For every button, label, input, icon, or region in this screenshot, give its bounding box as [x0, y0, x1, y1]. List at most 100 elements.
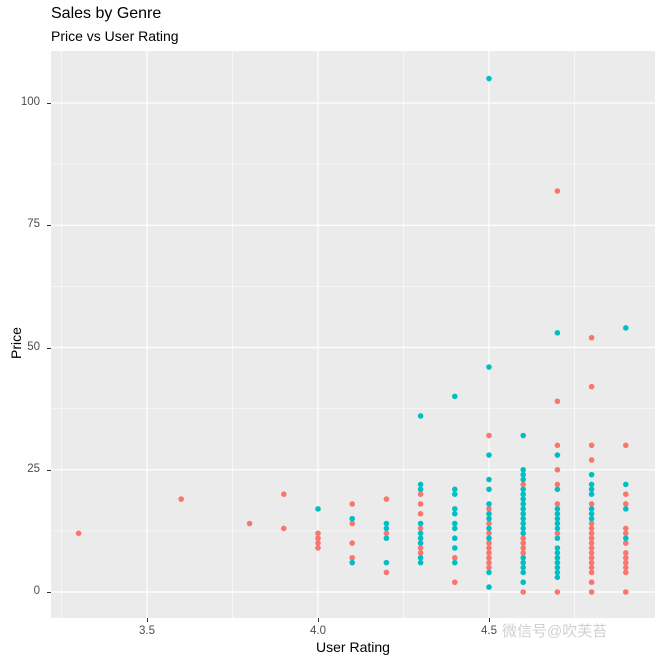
- data-point: [520, 496, 526, 502]
- data-point: [588, 589, 595, 595]
- data-point: [383, 535, 390, 542]
- data-point: [486, 564, 492, 571]
- data-point: [520, 510, 526, 517]
- data-point: [623, 481, 629, 488]
- data-point: [486, 540, 492, 546]
- data-point: [520, 530, 526, 537]
- data-point: [588, 442, 595, 449]
- data-point: [75, 530, 82, 537]
- data-point: [486, 432, 492, 439]
- data-point: [486, 510, 492, 517]
- y-tick-label: 25: [27, 462, 40, 475]
- data-point: [588, 510, 595, 517]
- data-point: [486, 501, 492, 507]
- data-point: [452, 535, 458, 542]
- data-point: [520, 481, 526, 488]
- data-point: [520, 525, 526, 532]
- data-point: [588, 491, 595, 498]
- y-tick-label: 0: [33, 585, 40, 597]
- data-point: [486, 75, 492, 82]
- data-point: [554, 486, 561, 493]
- data-point: [520, 569, 526, 576]
- data-point: [554, 574, 561, 581]
- data-point: [315, 506, 321, 512]
- data-point: [349, 515, 356, 522]
- data-point: [417, 550, 424, 556]
- data-point: [520, 535, 526, 542]
- y-tick-mark: [47, 592, 51, 593]
- data-point: [417, 520, 424, 527]
- data-point: [623, 589, 629, 595]
- data-point: [417, 525, 424, 532]
- data-point: [349, 559, 356, 566]
- data-point: [520, 540, 526, 546]
- data-point: [554, 520, 561, 527]
- x-tick-label: 3.5: [139, 625, 155, 637]
- y-axis-label: Price: [8, 327, 24, 359]
- data-point: [452, 520, 458, 527]
- data-point: [554, 510, 561, 517]
- data-point: [588, 520, 595, 527]
- data-point: [588, 506, 595, 512]
- data-point: [417, 559, 424, 566]
- data-points: [75, 75, 629, 595]
- data-point: [554, 452, 561, 458]
- data-point: [315, 540, 321, 546]
- data-point: [554, 564, 561, 571]
- data-point: [281, 525, 287, 532]
- data-point: [417, 413, 424, 419]
- data-point: [452, 510, 458, 517]
- data-point: [623, 530, 629, 537]
- data-point: [383, 525, 390, 532]
- data-point: [349, 520, 356, 527]
- data-point: [588, 554, 595, 561]
- data-point: [623, 564, 629, 571]
- data-point: [520, 564, 526, 571]
- data-point: [417, 481, 424, 488]
- data-point: [349, 554, 356, 561]
- data-point: [554, 589, 561, 595]
- data-point: [486, 545, 492, 551]
- data-point: [486, 559, 492, 566]
- data-point: [452, 491, 458, 498]
- data-point: [520, 550, 526, 556]
- data-point: [486, 554, 492, 561]
- data-point: [486, 506, 492, 512]
- data-point: [383, 520, 390, 527]
- data-point: [520, 476, 526, 483]
- data-point: [520, 515, 526, 522]
- data-point: [520, 471, 526, 478]
- chart-subtitle: Price vs User Rating: [51, 28, 179, 44]
- data-point: [588, 535, 595, 542]
- data-point: [554, 188, 561, 194]
- data-point: [383, 559, 390, 566]
- data-point: [588, 486, 595, 493]
- data-point: [349, 501, 356, 507]
- y-tick-mark: [47, 347, 51, 349]
- data-point: [588, 545, 595, 551]
- data-point: [554, 554, 561, 561]
- data-point: [623, 559, 629, 566]
- data-point: [554, 398, 561, 405]
- data-point: [520, 579, 526, 586]
- data-point: [623, 569, 629, 576]
- data-point: [520, 466, 526, 473]
- data-point: [520, 554, 526, 561]
- data-point: [588, 481, 595, 488]
- data-point: [623, 554, 629, 561]
- y-tick-mark: [47, 103, 51, 104]
- data-point: [486, 525, 492, 532]
- data-point: [486, 569, 492, 576]
- x-tick-label: 4.0: [310, 625, 326, 637]
- y-tick-label: 50: [27, 340, 40, 353]
- y-tick-label: 75: [27, 218, 40, 231]
- data-point: [588, 383, 595, 390]
- data-point: [623, 550, 629, 556]
- data-point: [417, 510, 424, 517]
- data-point: [623, 535, 629, 542]
- data-point: [452, 393, 458, 400]
- y-tick-label: 100: [20, 96, 40, 108]
- data-point: [588, 501, 595, 507]
- data-point: [246, 520, 253, 527]
